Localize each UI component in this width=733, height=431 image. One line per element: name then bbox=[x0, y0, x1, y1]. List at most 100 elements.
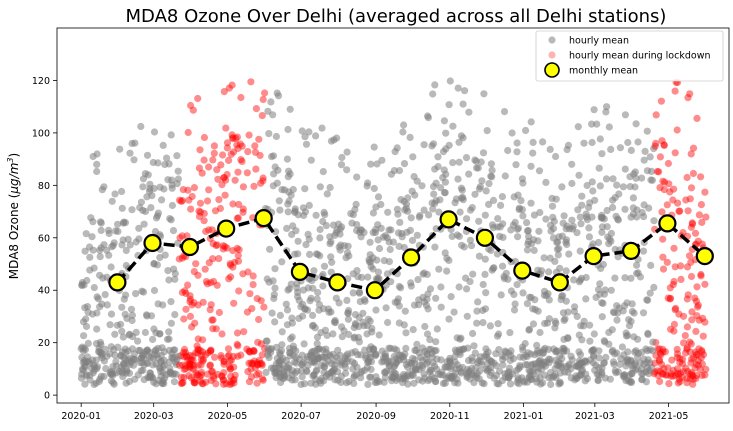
hourly-point bbox=[461, 87, 469, 95]
lockdown-hourly-point bbox=[258, 351, 266, 359]
hourly-point bbox=[533, 341, 541, 349]
hourly-point bbox=[463, 285, 471, 293]
hourly-point bbox=[489, 224, 497, 232]
hourly-point bbox=[299, 286, 308, 294]
x-tick-label: 2020-05 bbox=[208, 411, 248, 422]
hourly-point bbox=[137, 198, 145, 206]
monthly-mean-point bbox=[180, 237, 199, 257]
hourly-point bbox=[158, 379, 166, 387]
hourly-point bbox=[577, 322, 585, 330]
lockdown-hourly-point bbox=[190, 378, 198, 386]
lockdown-hourly-point bbox=[177, 197, 185, 205]
hourly-point bbox=[548, 194, 556, 202]
hourly-point bbox=[302, 140, 311, 148]
hourly-point bbox=[353, 267, 361, 275]
hourly-point bbox=[156, 253, 164, 262]
hourly-point bbox=[588, 178, 596, 186]
lockdown-hourly-point bbox=[212, 380, 220, 388]
hourly-point bbox=[525, 326, 533, 334]
hourly-point bbox=[161, 160, 169, 169]
hourly-point bbox=[441, 189, 449, 197]
hourly-point bbox=[390, 167, 398, 175]
monthly-mean-line-layer bbox=[108, 209, 714, 300]
hourly-point bbox=[364, 179, 372, 187]
hourly-point bbox=[276, 311, 284, 319]
hourly-point bbox=[630, 333, 638, 341]
y-tick-label: 0 bbox=[44, 391, 50, 402]
lockdown-hourly-point bbox=[180, 373, 188, 382]
hourly-point bbox=[93, 325, 101, 333]
lockdown-hourly-point bbox=[194, 345, 202, 353]
lockdown-hourly-point bbox=[673, 350, 682, 358]
hourly-point bbox=[545, 345, 553, 353]
lockdown-hourly-point bbox=[175, 255, 183, 263]
hourly-point bbox=[121, 219, 130, 227]
lockdown-hourly-point bbox=[186, 298, 194, 306]
lockdown-hourly-point bbox=[255, 370, 263, 378]
hourly-point bbox=[586, 199, 594, 207]
hourly-point bbox=[429, 183, 438, 191]
hourly-point bbox=[507, 347, 515, 355]
hourly-point bbox=[269, 111, 277, 119]
hourly-point bbox=[268, 309, 276, 317]
hourly-point bbox=[275, 197, 283, 205]
lockdown-hourly-point bbox=[686, 370, 694, 378]
lockdown-hourly-point bbox=[245, 359, 253, 367]
hourly-point bbox=[511, 218, 519, 226]
lockdown-hourly-point bbox=[687, 272, 696, 281]
hourly-point bbox=[168, 201, 176, 210]
lockdown-hourly-point bbox=[197, 377, 205, 385]
lockdown-hourly-point bbox=[674, 199, 682, 207]
hourly-point bbox=[588, 213, 596, 221]
lockdown-hourly-point bbox=[233, 214, 241, 222]
lockdown-hourly-point bbox=[233, 133, 241, 141]
lockdown-hourly-point bbox=[666, 284, 674, 292]
hourly-point bbox=[430, 374, 438, 382]
hourly-point bbox=[365, 256, 373, 264]
hourly-point bbox=[361, 366, 369, 374]
lockdown-hourly-point bbox=[669, 281, 677, 289]
hourly-point bbox=[390, 345, 399, 353]
hourly-point bbox=[489, 196, 498, 204]
lockdown-hourly-point bbox=[683, 379, 691, 387]
lockdown-hourly-point bbox=[196, 199, 205, 207]
lockdown-hourly-point bbox=[192, 369, 200, 377]
hourly-scatter-layer bbox=[77, 77, 710, 389]
hourly-point bbox=[128, 311, 136, 319]
lockdown-hourly-point bbox=[205, 259, 213, 267]
lockdown-hourly-point bbox=[211, 207, 220, 215]
hourly-point bbox=[301, 305, 309, 313]
lockdown-hourly-point bbox=[653, 167, 662, 176]
lockdown-hourly-point bbox=[226, 365, 234, 373]
hourly-point bbox=[160, 185, 168, 193]
lockdown-hourly-point bbox=[258, 375, 267, 383]
hourly-point bbox=[560, 212, 568, 220]
hourly-point bbox=[305, 128, 313, 136]
lockdown-hourly-point bbox=[664, 294, 672, 302]
lockdown-hourly-point bbox=[187, 101, 195, 110]
hourly-point bbox=[301, 380, 309, 388]
hourly-point bbox=[375, 244, 384, 253]
hourly-point bbox=[314, 250, 322, 259]
lockdown-hourly-point bbox=[697, 270, 705, 279]
hourly-point bbox=[114, 343, 122, 351]
lockdown-hourly-point bbox=[222, 124, 230, 132]
lockdown-hourly-point bbox=[200, 133, 208, 142]
hourly-point bbox=[488, 266, 496, 274]
lockdown-hourly-point bbox=[179, 186, 187, 194]
hourly-point bbox=[437, 184, 445, 192]
hourly-point bbox=[361, 346, 369, 354]
hourly-point bbox=[621, 111, 630, 119]
lockdown-hourly-point bbox=[203, 280, 212, 288]
y-tick-label: 20 bbox=[38, 338, 50, 349]
hourly-point bbox=[144, 171, 152, 179]
hourly-point bbox=[564, 141, 573, 149]
lockdown-hourly-point bbox=[684, 94, 692, 102]
lockdown-hourly-point bbox=[207, 301, 215, 309]
lockdown-hourly-point bbox=[698, 371, 706, 380]
monthly-mean-point bbox=[550, 273, 569, 292]
lockdown-hourly-point bbox=[208, 316, 216, 324]
lockdown-hourly-point bbox=[229, 134, 237, 142]
hourly-point bbox=[568, 225, 577, 233]
hourly-point bbox=[373, 160, 381, 168]
